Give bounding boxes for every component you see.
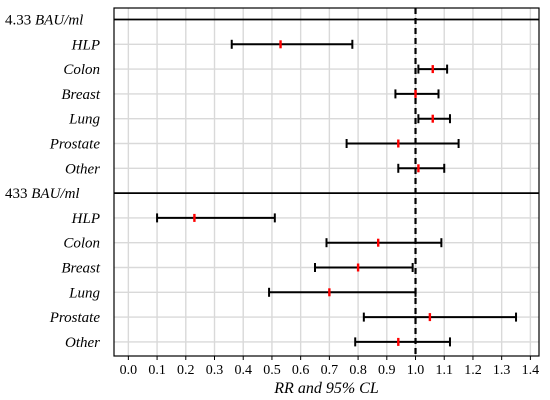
row-label: Lung (68, 285, 100, 301)
row-label: Colon (63, 62, 100, 78)
group-label: 4.33 BAU/ml (5, 13, 83, 29)
x-tick-label: 0.8 (349, 363, 367, 378)
x-tick-label: 1.1 (435, 363, 453, 378)
divider-layer (114, 18, 539, 195)
row-label: Breast (61, 87, 100, 103)
row-label: HLP (71, 37, 100, 53)
x-tick-label: 0.6 (292, 363, 310, 378)
x-axis: 0.0 0.1 0.2 0.3 0.4 0.5 0.6 0.7 0.8 0.9 1.0 1.1 1.2 1… (120, 356, 540, 378)
x-tick-label: 0.2 (177, 363, 195, 378)
group-label-unit: BAU/ml (31, 186, 79, 202)
row-label: Other (65, 335, 100, 351)
marks-layer (156, 39, 518, 347)
row-label: Colon (63, 236, 100, 252)
x-tick-label: 0.7 (321, 363, 339, 378)
group-label-unit: BAU/ml (35, 13, 83, 29)
row-label: Prostate (49, 310, 101, 326)
group-label-value: 433 (5, 186, 31, 202)
x-tick-label: 0.1 (148, 363, 166, 378)
x-tick-label: 1.0 (407, 363, 425, 378)
x-tick-label: 1.4 (522, 363, 540, 378)
row-label: Lung (68, 112, 100, 128)
x-tick-label: 0.4 (234, 363, 252, 378)
x-tick-label: 1.3 (493, 363, 511, 378)
x-tick-label: 1.2 (464, 363, 482, 378)
plot-frame (113, 7, 540, 357)
row-label: Other (65, 161, 100, 177)
group-label-value: 4.33 (5, 13, 35, 29)
row-label: HLP (71, 211, 100, 227)
grid-layer (114, 8, 539, 356)
row-label: Breast (61, 261, 100, 277)
x-axis-title: RR and 95% CL (273, 380, 379, 397)
row-label: Prostate (49, 137, 101, 153)
x-tick-label: 0.0 (120, 363, 138, 378)
x-tick-label: 0.3 (206, 363, 224, 378)
x-tick-label: 0.5 (263, 363, 281, 378)
x-tick-label: 0.9 (378, 363, 396, 378)
group-label: 433 BAU/ml (5, 186, 80, 202)
